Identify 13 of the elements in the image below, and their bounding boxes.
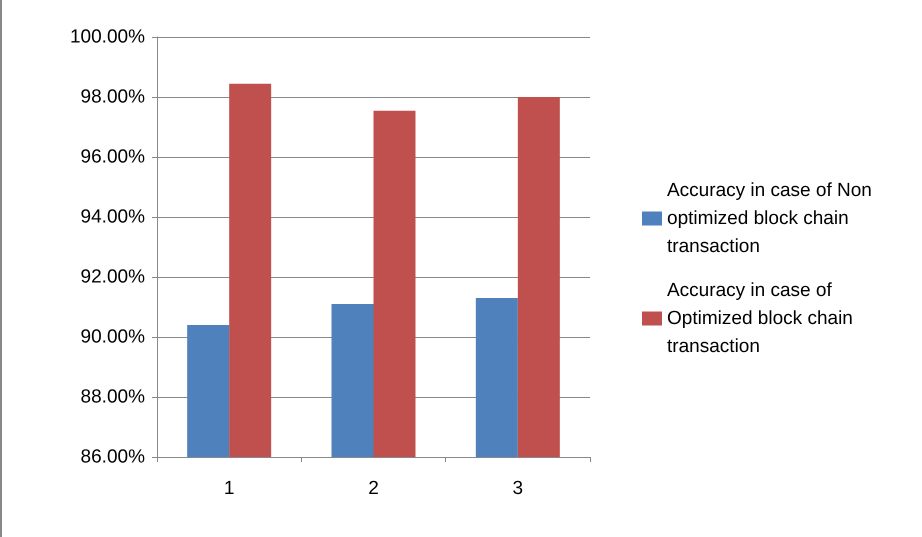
x-tick-label: 3 [512, 478, 524, 499]
legend-label: Accuracy in case of Non optimized block chain transaction [667, 180, 878, 257]
y-tick-label: 86.00% [80, 446, 146, 468]
y-tick-label: 88.00% [80, 386, 146, 408]
y-tick-label: 94.00% [80, 206, 146, 228]
y-tick-label: 98.00% [80, 86, 146, 108]
legend-label: Accuracy in case of Optimized block chain transaction [667, 280, 858, 357]
x-tick-label: 1 [224, 478, 234, 499]
x-tick-label: 2 [368, 478, 379, 499]
y-tick-label: 92.00% [80, 266, 146, 288]
y-tick-label: 90.00% [80, 326, 146, 348]
y-tick-label: 100.00% [70, 26, 146, 48]
y-tick-label: 96.00% [80, 146, 146, 168]
